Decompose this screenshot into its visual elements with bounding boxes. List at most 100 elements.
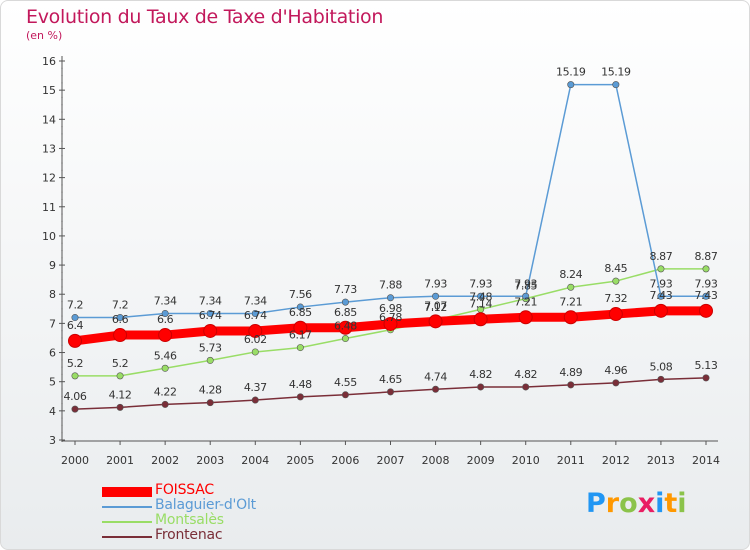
- data-label: 8.87: [695, 250, 718, 263]
- legend-swatch: [102, 521, 152, 523]
- data-label: 5.13: [695, 359, 718, 372]
- data-point: [248, 323, 263, 338]
- data-point: [612, 379, 620, 387]
- y-tick-label: 14: [42, 113, 56, 126]
- data-point: [116, 403, 124, 411]
- data-point: [699, 303, 713, 318]
- data-point: [296, 393, 304, 401]
- data-label: 7.07: [424, 299, 447, 312]
- data-point: [251, 348, 259, 356]
- data-point: [612, 81, 620, 89]
- logo-letter: x: [637, 488, 656, 519]
- data-point: [477, 292, 485, 300]
- data-label: 6.85: [334, 306, 357, 319]
- proxiti-logo: Proxiti: [586, 488, 687, 519]
- data-point: [71, 314, 79, 322]
- data-point: [206, 399, 214, 407]
- chart-title: Evolution du Taux de Taxe d'Habitation: [26, 6, 384, 28]
- legend-label: Montsalès: [155, 512, 224, 528]
- data-label: 7.73: [334, 283, 357, 296]
- data-point: [386, 294, 394, 302]
- data-point: [383, 316, 398, 331]
- y-tick-label: 6: [49, 347, 56, 360]
- data-label: 7.43: [695, 289, 718, 302]
- data-point: [428, 314, 443, 329]
- data-point: [206, 356, 214, 364]
- data-label: 7.34: [154, 294, 177, 307]
- chart-subtitle: (en %): [26, 29, 63, 42]
- data-point: [477, 383, 485, 391]
- data-label: 4.65: [379, 373, 402, 386]
- data-label: 7.14: [469, 297, 492, 310]
- data-point: [203, 323, 218, 338]
- data-point: [386, 388, 394, 396]
- data-label: 5.73: [199, 341, 222, 354]
- data-point: [522, 292, 530, 300]
- data-point: [522, 383, 530, 391]
- x-tick-label: 2013: [647, 454, 675, 467]
- data-label: 6.4: [67, 319, 84, 332]
- data-point: [567, 283, 575, 291]
- data-point: [657, 292, 665, 300]
- data-label: 7.34: [244, 294, 267, 307]
- x-tick-label: 2010: [512, 454, 540, 467]
- data-point: [702, 265, 710, 273]
- x-tick-label: 2003: [196, 454, 224, 467]
- logo-letter: i: [677, 488, 687, 519]
- data-point: [341, 391, 349, 399]
- data-point: [567, 381, 575, 389]
- data-point: [432, 292, 440, 300]
- data-label: 6.6: [112, 313, 129, 326]
- data-point: [702, 374, 710, 382]
- data-point: [251, 309, 259, 317]
- x-tick-label: 2005: [286, 454, 314, 467]
- data-point: [71, 405, 79, 413]
- data-label: 6.78: [379, 311, 402, 324]
- logo-letter: o: [619, 488, 638, 519]
- data-point: [113, 328, 128, 343]
- data-point: [518, 310, 533, 325]
- legend-swatch: [102, 506, 152, 508]
- data-point: [341, 298, 349, 306]
- data-label: 6.48: [334, 320, 357, 333]
- data-label: 6.6: [157, 313, 174, 326]
- data-label: 15.19: [601, 66, 631, 79]
- x-tick-label: 2006: [331, 454, 359, 467]
- legend-label: FOISSAC: [155, 482, 214, 498]
- data-label: 4.12: [109, 388, 132, 401]
- data-label: 5.2: [112, 357, 128, 370]
- data-label: 4.22: [154, 385, 177, 398]
- data-point: [341, 335, 349, 343]
- data-label: 7.88: [379, 279, 402, 292]
- data-label: 4.89: [559, 366, 582, 379]
- legend-label: Frontenac: [155, 527, 223, 543]
- data-point: [251, 396, 259, 404]
- data-point: [68, 333, 82, 348]
- x-tick-label: 2014: [692, 454, 720, 467]
- data-point: [206, 309, 214, 317]
- data-label: 4.82: [469, 368, 492, 381]
- data-point: [161, 400, 169, 408]
- x-tick-label: 2004: [241, 454, 269, 467]
- y-tick-label: 4: [49, 405, 56, 418]
- data-label: 7.56: [289, 288, 312, 301]
- data-label: 4.74: [424, 370, 447, 383]
- legend-swatch: [102, 536, 152, 538]
- logo-letter: t: [664, 488, 678, 519]
- y-tick-label: 10: [42, 230, 56, 243]
- y-tick-label: 5: [49, 376, 56, 389]
- logo-letter: i: [655, 488, 665, 519]
- data-point: [71, 372, 79, 380]
- logo-letter: P: [586, 488, 606, 519]
- data-label: 4.06: [64, 390, 87, 403]
- data-label: 15.19: [556, 66, 586, 79]
- data-label: 7.93: [695, 277, 718, 290]
- data-label: 7.32: [604, 292, 627, 305]
- data-label: 4.82: [514, 368, 537, 381]
- data-label: 7.34: [199, 294, 222, 307]
- y-tick-label: 7: [49, 317, 56, 330]
- data-label: 7.43: [649, 289, 672, 302]
- x-tick-label: 2007: [377, 454, 405, 467]
- data-label: 6.85: [289, 306, 312, 319]
